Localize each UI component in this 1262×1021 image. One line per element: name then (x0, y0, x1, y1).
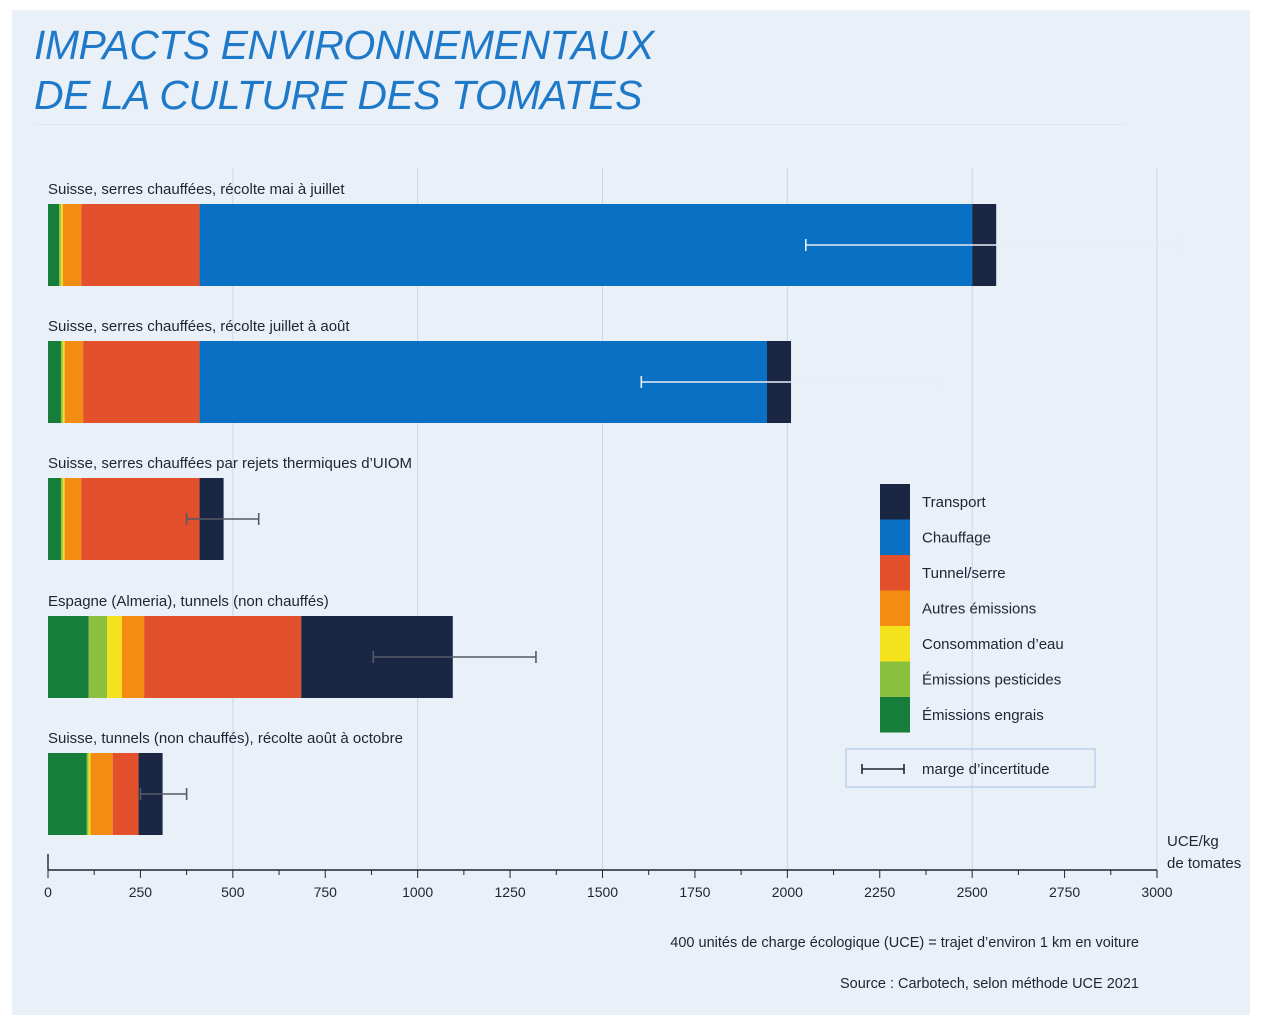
source-note: Source : Carbotech, selon méthode UCE 20… (840, 976, 1139, 992)
legend-swatch (880, 590, 910, 626)
bar-segment (62, 204, 82, 286)
x-tick-label: 2000 (772, 884, 803, 900)
bar-segment (86, 753, 89, 835)
legend-swatch (880, 626, 910, 662)
bar-segment (90, 753, 113, 835)
bar-segment (59, 204, 61, 286)
x-tick-label: 2750 (1049, 884, 1080, 900)
x-tick-label: 1000 (402, 884, 433, 900)
bar-segment (48, 341, 61, 423)
title-divider (34, 124, 1124, 125)
x-tick-label: 500 (221, 884, 245, 900)
bar-segment (88, 753, 91, 835)
x-tick-label: 1250 (495, 884, 526, 900)
x-tick-label: 2500 (957, 884, 988, 900)
bar-segment (107, 616, 122, 698)
legend-label: Consommation d’eau (922, 636, 1064, 653)
bar-segment (60, 478, 63, 560)
x-axis: 0 250 500 750 1000 1250 1500 1750 2000 2250 2500 27… (44, 833, 1241, 900)
bar-segment (81, 478, 200, 560)
legend-label: Autres émissions (922, 601, 1036, 618)
category-label: Suisse, tunnels (non chauffés), récolte … (48, 730, 403, 747)
bar-segment (83, 341, 200, 423)
x-tick-label: 0 (44, 884, 52, 900)
bar-segment (64, 478, 82, 560)
x-axis-unit-label: de tomates (1167, 855, 1241, 872)
bar-segment (81, 204, 200, 286)
legend-label: Chauffage (922, 530, 991, 547)
x-axis-unit-label: UCE/kg (1167, 833, 1219, 850)
bar-segment (88, 616, 108, 698)
legend-label: Transport (922, 494, 986, 511)
bar-segment (144, 616, 302, 698)
legend-swatch (880, 555, 910, 591)
uncertainty-legend-box (845, 748, 1096, 788)
x-tick-label: 250 (129, 884, 153, 900)
bar-segment (121, 616, 145, 698)
notes: 400 unités de charge écologique (UCE) = … (670, 935, 1139, 992)
page-title: IMPACTS ENVIRONNEMENTAUX DE LA CULTURE D… (34, 20, 654, 120)
legend-swatch (880, 697, 910, 733)
bar-segment (48, 478, 61, 560)
bar-segment (62, 341, 65, 423)
x-tick-label: 1500 (587, 884, 618, 900)
category-label: Suisse, serres chauffées, récolte mai à … (48, 181, 345, 198)
bar-segment (60, 204, 63, 286)
title-line-1: IMPACTS ENVIRONNEMENTAUX (34, 22, 654, 68)
x-tick-label: 2250 (864, 884, 895, 900)
legend-swatch (880, 484, 910, 520)
category-label: Suisse, serres chauffées, récolte juille… (48, 318, 350, 335)
category-label: Espagne (Almeria), tunnels (non chauffés… (48, 593, 329, 610)
category-labels: Suisse, serres chauffées, récolte mai à … (48, 181, 412, 747)
bar-segment (62, 478, 65, 560)
bar-segment (64, 341, 84, 423)
uncertainty-legend-label: marge d’incertitude (922, 761, 1050, 778)
bar-segment (112, 753, 139, 835)
title-line-2: DE LA CULTURE DES TOMATES (34, 72, 642, 118)
bar-segment (48, 204, 60, 286)
legend-swatch (880, 519, 910, 555)
bar-segment (48, 616, 89, 698)
legend: Transport Chauffage Tunnel/serre Autres émi… (845, 484, 1096, 788)
legend-label: Émissions pesticides (922, 672, 1061, 689)
x-tick-label: 3000 (1141, 884, 1172, 900)
legend-label: Tunnel/serre (922, 565, 1006, 582)
category-label: Suisse, serres chauffées par rejets ther… (48, 455, 412, 472)
footnote: 400 unités de charge écologique (UCE) = … (670, 935, 1139, 951)
x-tick-label: 1750 (679, 884, 710, 900)
bar-segment (48, 753, 87, 835)
uncertainty-bars (139, 239, 1184, 800)
x-tick-label: 750 (314, 884, 338, 900)
legend-swatch (880, 661, 910, 697)
bar-segment (60, 341, 63, 423)
legend-label: Émissions engrais (922, 707, 1044, 724)
